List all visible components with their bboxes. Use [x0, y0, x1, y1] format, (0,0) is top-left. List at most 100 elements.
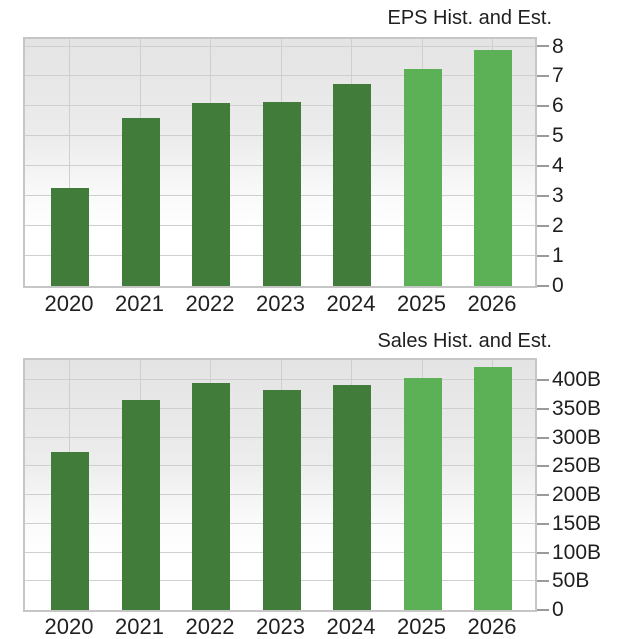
- bar-2021: [121, 118, 160, 286]
- x-tick-label-2026: 2026: [467, 614, 517, 639]
- bar-2020: [51, 452, 89, 610]
- x-gridline: [492, 39, 493, 286]
- x-gridline: [351, 39, 352, 286]
- y-tick-mark: [537, 609, 549, 611]
- bar-2020: [51, 187, 89, 286]
- y-tick-mark: [537, 225, 549, 228]
- x-tick-label-2025: 2025: [397, 614, 446, 639]
- x-tick-label-2024: 2024: [326, 291, 376, 316]
- y-gridline: [25, 105, 535, 107]
- y-tick-label: 350B: [552, 396, 602, 420]
- y-tick-label: 300B: [552, 425, 602, 449]
- y-tick-mark: [537, 580, 549, 583]
- y-tick-mark: [537, 551, 549, 554]
- y-tick-label: 0: [552, 598, 564, 621]
- y-tick-label: 7: [552, 64, 564, 88]
- x-gridline: [69, 39, 70, 286]
- y-tick-label: 50B: [552, 569, 590, 593]
- x-tick-label-2021: 2021: [115, 291, 164, 316]
- y-tick-mark: [537, 165, 549, 168]
- y-tick-label: 4: [552, 154, 564, 178]
- y-gridline: [25, 379, 535, 381]
- y-gridline: [25, 522, 535, 524]
- y-tick-label: 2: [552, 214, 564, 238]
- bar-2026: [474, 50, 512, 286]
- y-gridline: [25, 195, 535, 197]
- x-gridline: [351, 360, 352, 610]
- y-gridline: [25, 135, 535, 137]
- y-tick-label: 5: [552, 124, 564, 148]
- y-tick-mark: [537, 465, 549, 468]
- bar-2021: [121, 399, 160, 610]
- x-gridline: [210, 39, 211, 286]
- y-gridline: [25, 165, 535, 167]
- y-tick-label: 200B: [552, 483, 602, 507]
- bar-2026: [474, 367, 512, 610]
- y-tick-label: 8: [552, 34, 564, 58]
- y-gridline: [25, 436, 535, 438]
- y-tick-mark: [537, 135, 549, 138]
- y-tick-label: 1: [552, 244, 564, 268]
- bar-2023: [262, 389, 301, 610]
- y-tick-label: 6: [552, 94, 564, 118]
- x-tick-label-2026: 2026: [467, 291, 517, 316]
- y-tick-mark: [537, 436, 549, 439]
- y-tick-mark: [537, 195, 549, 198]
- x-gridline: [421, 39, 423, 286]
- y-tick-mark: [537, 522, 549, 525]
- x-tick-label-2020: 2020: [44, 614, 94, 639]
- y-tick-mark: [537, 407, 549, 410]
- y-tick-label: 400B: [552, 368, 602, 392]
- y-tick-label: 100B: [552, 540, 602, 564]
- y-gridline: [25, 75, 535, 77]
- eps-plot-area: [23, 37, 537, 288]
- bar-2024: [333, 385, 371, 610]
- x-tick-label-2021: 2021: [115, 614, 164, 639]
- x-tick-label-2025: 2025: [397, 291, 446, 316]
- y-tick-label: 3: [552, 184, 564, 208]
- x-gridline: [280, 39, 282, 286]
- y-tick-mark: [537, 285, 549, 287]
- x-gridline: [139, 360, 141, 610]
- y-tick-mark: [537, 379, 549, 382]
- y-tick-label: 150B: [552, 511, 602, 535]
- sales-y-axis: 0 50B 100B 150B 200B 250B 300B 350B 400B: [537, 358, 620, 621]
- y-gridline: [25, 225, 535, 227]
- y-tick-mark: [537, 494, 549, 497]
- eps-y-axis: 0 1 2 3 4 5 6 7 8: [537, 34, 620, 297]
- eps-chart-title: EPS Hist. and Est.: [387, 7, 552, 29]
- y-tick-label: 0: [552, 274, 564, 297]
- sales-plot-area: [23, 358, 537, 612]
- bar-2024: [333, 83, 371, 286]
- y-gridline: [25, 494, 535, 496]
- bar-2022: [192, 383, 230, 610]
- y-tick-mark: [537, 75, 549, 78]
- x-tick-label-2020: 2020: [44, 291, 94, 316]
- sales-x-axis: 2020 2021 2022 2023 2024 2025 2026: [23, 615, 537, 639]
- y-gridline: [25, 465, 535, 467]
- y-tick-mark: [537, 105, 549, 108]
- y-gridline: [25, 255, 535, 257]
- x-tick-label-2023: 2023: [256, 614, 305, 639]
- sales-chart-title: Sales Hist. and Est.: [377, 330, 552, 352]
- x-gridline: [69, 360, 70, 610]
- y-gridline: [25, 407, 535, 409]
- y-tick-mark: [537, 45, 549, 48]
- y-gridline: [25, 551, 535, 553]
- x-gridline: [139, 39, 141, 286]
- y-tick-mark: [537, 255, 549, 258]
- y-gridline: [25, 580, 535, 582]
- x-tick-label-2022: 2022: [185, 291, 235, 316]
- x-gridline: [280, 360, 282, 610]
- x-gridline: [210, 360, 211, 610]
- eps-x-axis: 2020 2021 2022 2023 2024 2025 2026: [23, 292, 537, 316]
- x-gridline: [421, 360, 423, 610]
- x-gridline: [492, 360, 493, 610]
- bar-2025: [403, 68, 442, 286]
- x-tick-label-2024: 2024: [326, 614, 376, 639]
- x-tick-label-2023: 2023: [256, 291, 305, 316]
- y-tick-label: 250B: [552, 454, 602, 478]
